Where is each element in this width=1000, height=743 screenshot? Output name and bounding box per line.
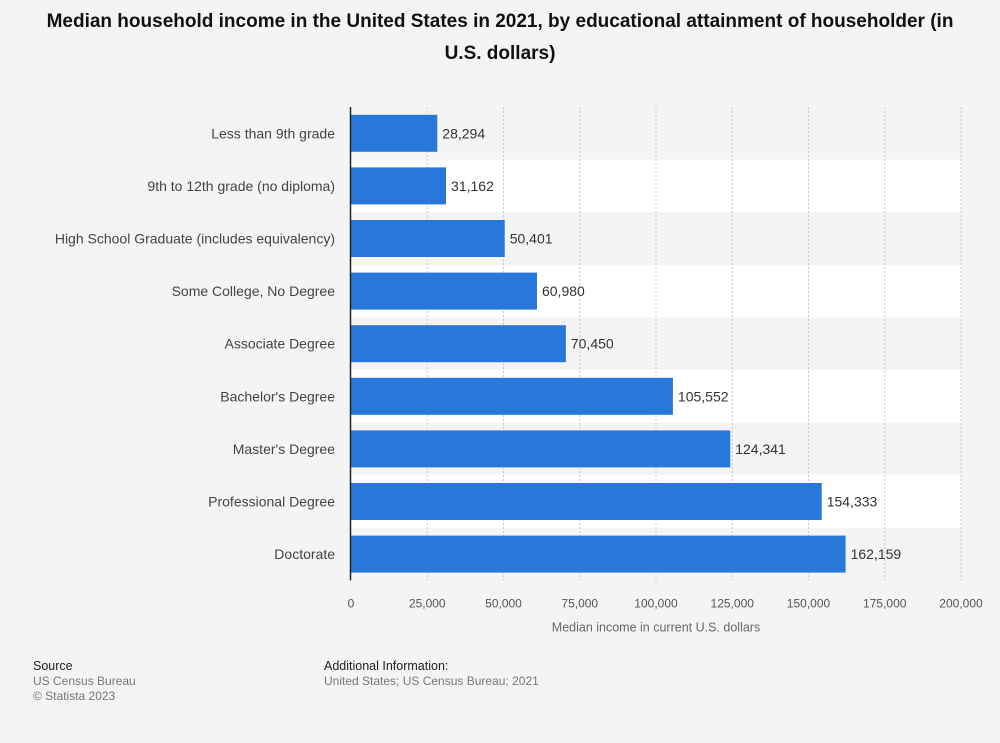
x-tick-label: 0 — [348, 596, 355, 610]
x-tick-label: 175,000 — [863, 596, 907, 610]
x-tick-label: 150,000 — [787, 596, 831, 610]
category-label: Some College, No Degree — [172, 283, 336, 299]
bar — [351, 483, 822, 520]
category-label: Less than 9th grade — [211, 125, 335, 141]
bar — [351, 535, 846, 573]
category-label: Doctorate — [274, 546, 335, 562]
additional-info-block: Additional Information: United States; U… — [324, 659, 539, 689]
bar — [351, 167, 447, 205]
bar — [351, 114, 438, 152]
x-tick-label: 50,000 — [485, 596, 522, 610]
value-label: 124,341 — [735, 441, 786, 457]
source-line-publisher: US Census Bureau — [33, 674, 136, 688]
additional-info-text: United States; US Census Bureau; 2021 — [324, 674, 539, 688]
x-tick-label: 125,000 — [711, 596, 755, 610]
source-heading: Source — [33, 659, 73, 673]
x-tick-label: 200,000 — [939, 596, 983, 610]
value-label: 31,162 — [451, 178, 494, 194]
value-label: 70,450 — [571, 336, 614, 352]
category-label: Associate Degree — [224, 336, 335, 352]
value-label: 162,159 — [851, 546, 902, 562]
source-line-copyright: © Statista 2023 — [33, 689, 116, 703]
value-label: 105,552 — [678, 388, 729, 404]
category-label: 9th to 12th grade (no diploma) — [147, 178, 335, 194]
source-block: Source US Census Bureau © Statista 2023 — [33, 659, 136, 704]
category-label: Bachelor's Degree — [220, 388, 335, 404]
bar — [351, 220, 505, 257]
value-label: 28,294 — [442, 125, 485, 141]
bar — [351, 272, 537, 310]
bar — [351, 325, 566, 363]
bar — [351, 377, 673, 415]
value-label: 60,980 — [542, 283, 585, 299]
bar — [351, 430, 731, 468]
x-tick-label: 25,000 — [409, 596, 446, 610]
value-label: 50,401 — [510, 231, 553, 247]
x-axis-title: Median income in current U.S. dollars — [552, 620, 760, 634]
additional-info-heading: Additional Information: — [324, 659, 449, 673]
x-tick-label: 100,000 — [634, 596, 678, 610]
category-label: Master's Degree — [233, 441, 335, 457]
value-label: 154,333 — [827, 494, 878, 510]
chart-title: Median household income in the United St… — [46, 11, 954, 64]
bar-chart: 0 25,000 50,000 75,000 100,000 125,000 150,000… — [55, 107, 983, 634]
category-label: Professional Degree — [208, 494, 335, 510]
category-label: High School Graduate (includes equivalen… — [55, 231, 335, 247]
x-tick-label: 75,000 — [561, 596, 598, 610]
